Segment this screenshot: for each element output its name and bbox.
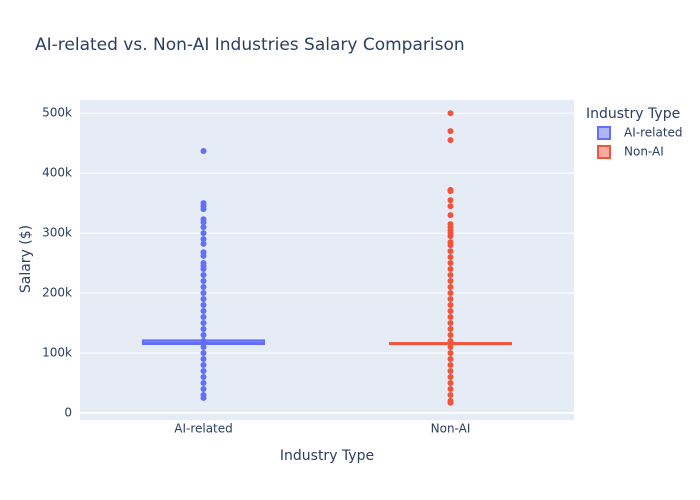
data-point (447, 110, 454, 117)
data-point (200, 331, 207, 338)
data-point (200, 240, 207, 247)
data-point (200, 278, 207, 285)
x-axis-title: Industry Type (280, 448, 374, 464)
data-point (447, 290, 454, 297)
y-axis-title: Salary ($) (18, 225, 34, 293)
data-point (200, 284, 207, 291)
data-point (200, 379, 207, 386)
data-point (447, 320, 454, 327)
data-point (447, 260, 454, 267)
y-tick-label: 0 (64, 405, 72, 419)
data-point (447, 212, 454, 219)
y-tick-label: 300k (42, 226, 72, 240)
data-point (447, 314, 454, 321)
data-point (447, 373, 454, 380)
data-point (447, 296, 454, 303)
data-point (200, 320, 207, 327)
data-point (447, 397, 454, 404)
data-point (200, 230, 207, 237)
legend-swatch (597, 126, 611, 140)
data-point (447, 284, 454, 291)
data-point (200, 224, 207, 231)
data-point (447, 391, 454, 398)
y-tick-label: 500k (42, 106, 72, 120)
data-point (200, 361, 207, 368)
data-point (200, 385, 207, 392)
legend-label: AI-related (624, 126, 683, 140)
data-point (200, 147, 207, 154)
data-point (447, 128, 454, 135)
data-point (200, 249, 207, 256)
data-point (200, 200, 207, 207)
data-point (447, 308, 454, 315)
data-point (200, 391, 207, 398)
data-point (447, 221, 454, 228)
y-tick-label: 400k (42, 166, 72, 180)
data-point (447, 331, 454, 338)
data-point (200, 308, 207, 315)
chart-title: AI-related vs. Non-AI Industries Salary … (35, 35, 465, 55)
data-point (200, 302, 207, 309)
data-point (447, 302, 454, 309)
plot-area (80, 100, 574, 420)
data-point (447, 137, 454, 144)
y-tick-label: 200k (42, 286, 72, 300)
data-point (447, 197, 454, 204)
data-point (447, 266, 454, 273)
data-point (447, 325, 454, 332)
x-tick-label: AI-related (174, 422, 233, 436)
data-point (447, 186, 454, 193)
data-point (447, 379, 454, 386)
data-point (200, 260, 207, 267)
data-point (200, 314, 207, 321)
data-point (200, 355, 207, 362)
data-point (200, 236, 207, 243)
data-point (447, 343, 454, 350)
data-point (447, 254, 454, 261)
data-point (200, 272, 207, 279)
data-point (200, 349, 207, 356)
legend-swatch (597, 145, 611, 159)
data-point (200, 325, 207, 332)
data-point (447, 272, 454, 279)
legend-label: Non-AI (624, 145, 664, 159)
data-point (200, 296, 207, 303)
data-point (447, 367, 454, 374)
y-tick-label: 100k (42, 345, 72, 359)
data-point (447, 349, 454, 356)
data-point (447, 248, 454, 255)
x-tick-label: Non-AI (431, 422, 471, 436)
data-point (447, 239, 454, 246)
data-point (200, 343, 207, 350)
data-point (447, 203, 454, 210)
data-point (200, 373, 207, 380)
data-point (447, 385, 454, 392)
data-point (447, 355, 454, 362)
data-point (200, 367, 207, 374)
data-point (200, 216, 207, 223)
data-point (447, 361, 454, 368)
legend-title: Industry Type (586, 106, 680, 122)
data-point (200, 290, 207, 297)
data-point (447, 278, 454, 285)
